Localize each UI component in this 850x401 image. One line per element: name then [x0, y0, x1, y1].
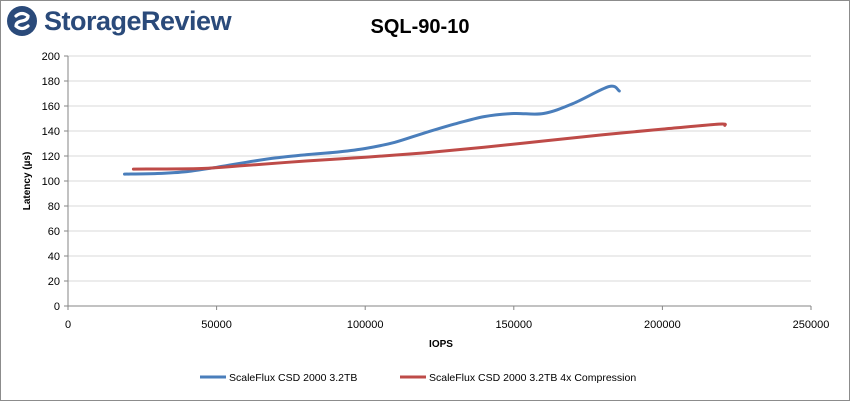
series-line-1 [123, 84, 621, 176]
y-tick-label: 20 [48, 276, 60, 288]
x-tick-label: 0 [65, 319, 71, 331]
y-tick-label: 100 [42, 176, 60, 188]
y-tick-label: 80 [48, 201, 60, 213]
storagereview-logo-icon [7, 6, 37, 36]
y-tick-label: 40 [48, 251, 60, 263]
brand-logo: StorageReview [6, 2, 232, 40]
series-lines [123, 84, 727, 176]
x-tick-label: 250000 [793, 319, 830, 331]
x-axis-label: IOPS [429, 339, 453, 350]
y-tick-label: 200 [42, 51, 60, 63]
x-tick-label: 100000 [347, 319, 384, 331]
y-tick-label: 180 [42, 76, 60, 88]
legend: ScaleFlux CSD 2000 3.2TB ScaleFlux CSD 20… [200, 372, 636, 384]
chart-title: SQL-90-10 [371, 16, 470, 38]
y-tick-label: 0 [54, 301, 60, 313]
x-tick-label: 200000 [644, 319, 681, 331]
y-tick-label: 60 [48, 226, 60, 238]
x-tick-label: 150000 [495, 319, 532, 331]
y-tick-label: 160 [42, 101, 60, 113]
y-tick-label: 120 [42, 151, 60, 163]
legend-label-1: ScaleFlux CSD 2000 3.2TB [229, 372, 357, 384]
axes [64, 55, 812, 310]
x-tick-labels: 0 50000 100000 150000 200000 250000 [65, 319, 829, 331]
y-tick-labels: 0 20 40 60 80 100 120 140 160 180 200 [42, 51, 60, 313]
brand-name: StorageReview [44, 5, 232, 36]
series-line-2 [131, 122, 727, 171]
legend-label-2: ScaleFlux CSD 2000 3.2TB 4x Compression [429, 372, 636, 384]
y-tick-label: 140 [42, 126, 60, 138]
gridlines [68, 55, 811, 282]
y-axis-label: Latency (µs) [22, 152, 33, 211]
x-tick-label: 50000 [201, 319, 232, 331]
